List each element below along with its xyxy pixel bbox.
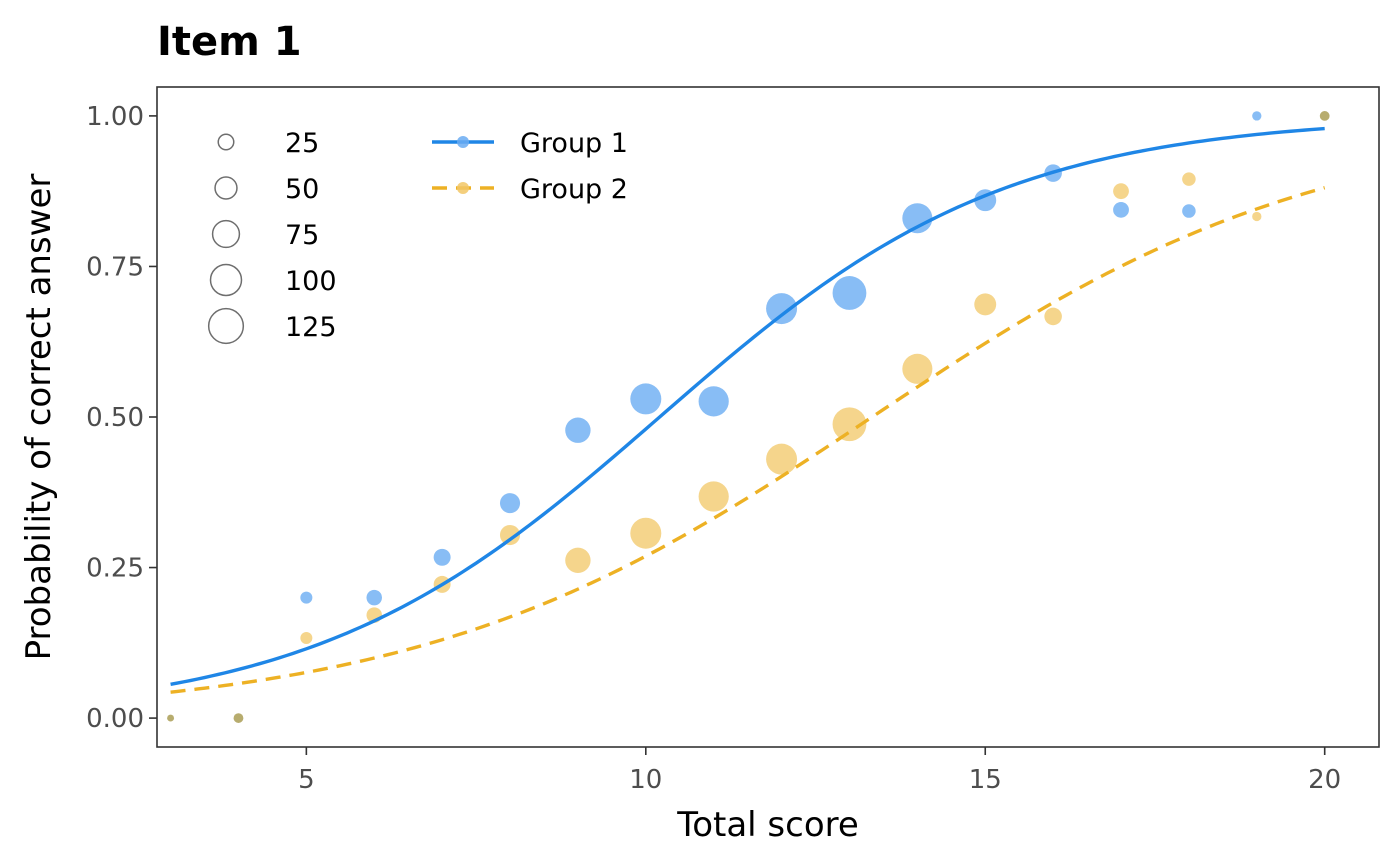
chart-title: Item 1: [157, 19, 302, 65]
group1-curve: [170, 126, 1325, 687]
size-legend-item: 100: [209, 263, 337, 297]
overlap-point: [167, 714, 175, 722]
x-tick-label: 10: [629, 765, 662, 795]
x-axis-title: Total score: [676, 805, 859, 845]
group2-point: [1044, 307, 1062, 326]
y-tick-label: 0.50: [86, 403, 144, 433]
size-legend-circle: [209, 263, 243, 297]
group2-point: [902, 353, 933, 384]
group1-point: [300, 591, 313, 604]
group2-point: [1252, 211, 1262, 222]
color-legend-item: Group 1: [432, 128, 628, 159]
size-legend-label: 50: [285, 174, 319, 205]
group1-point: [832, 276, 867, 310]
size-legend-label: 25: [285, 128, 319, 159]
size-legend-item: 50: [214, 174, 319, 205]
size-legend-label: 75: [285, 220, 319, 251]
color-legend-label: Group 2: [520, 174, 628, 205]
legend-point: [457, 182, 469, 194]
y-tick-label: 1.00: [86, 102, 144, 132]
plot-panel-border: [156, 86, 1380, 748]
group2-point: [974, 293, 997, 316]
group1-point: [1252, 111, 1262, 121]
group2-point: [499, 524, 521, 546]
group1-point: [902, 203, 933, 234]
size-legend-label: 100: [285, 266, 337, 297]
points-layer: [167, 111, 1330, 723]
size-legend-circle: [214, 176, 238, 200]
size-legend-circle: [211, 219, 241, 249]
size-legend: 25 50 75 100 125: [207, 128, 337, 345]
size-legend-circle: [207, 307, 245, 345]
group2-point: [565, 547, 591, 574]
x-tick-label: 15: [969, 765, 1002, 795]
group2-curve: [170, 186, 1326, 694]
y-tick-label: 0.75: [86, 252, 144, 282]
group1-point: [565, 417, 591, 443]
y-tick-label: 0.00: [86, 704, 144, 734]
x-tick-label: 5: [298, 765, 315, 795]
legend-point: [457, 136, 469, 148]
size-legend-circle: [217, 133, 235, 151]
group1-point: [433, 548, 451, 566]
color-legend-label: Group 1: [520, 128, 628, 159]
group2-point: [832, 407, 867, 442]
size-legend-label: 125: [285, 312, 337, 343]
x-axis: 5 10 15 20: [298, 747, 1341, 795]
group2-point: [630, 517, 662, 549]
overlap-point: [233, 713, 244, 723]
curves-layer: [170, 126, 1326, 694]
group2-point: [300, 632, 313, 645]
overlap-point: [1319, 111, 1330, 121]
group1-point: [1182, 204, 1196, 218]
group2-point: [1182, 172, 1196, 186]
y-tick-label: 0.25: [86, 554, 144, 584]
x-tick-label: 20: [1308, 765, 1341, 795]
y-axis-title: Probability of correct answer: [19, 174, 59, 661]
group2-point: [766, 443, 798, 475]
group1-point: [630, 383, 662, 415]
group1-point: [499, 493, 521, 514]
group2-point: [1113, 183, 1129, 200]
group1-point: [698, 386, 729, 417]
group1-point: [766, 293, 798, 325]
y-axis: 0.00 0.25 0.50 0.75 1.00: [86, 102, 157, 734]
size-legend-item: 75: [211, 219, 319, 251]
color-legend: Group 1 Group 2: [432, 128, 628, 205]
color-legend-item: Group 2: [432, 174, 628, 205]
group1-point: [366, 589, 382, 606]
group1-point: [1113, 201, 1129, 218]
group2-point: [698, 481, 729, 512]
size-legend-item: 25: [217, 128, 319, 159]
size-legend-item: 125: [207, 307, 337, 345]
